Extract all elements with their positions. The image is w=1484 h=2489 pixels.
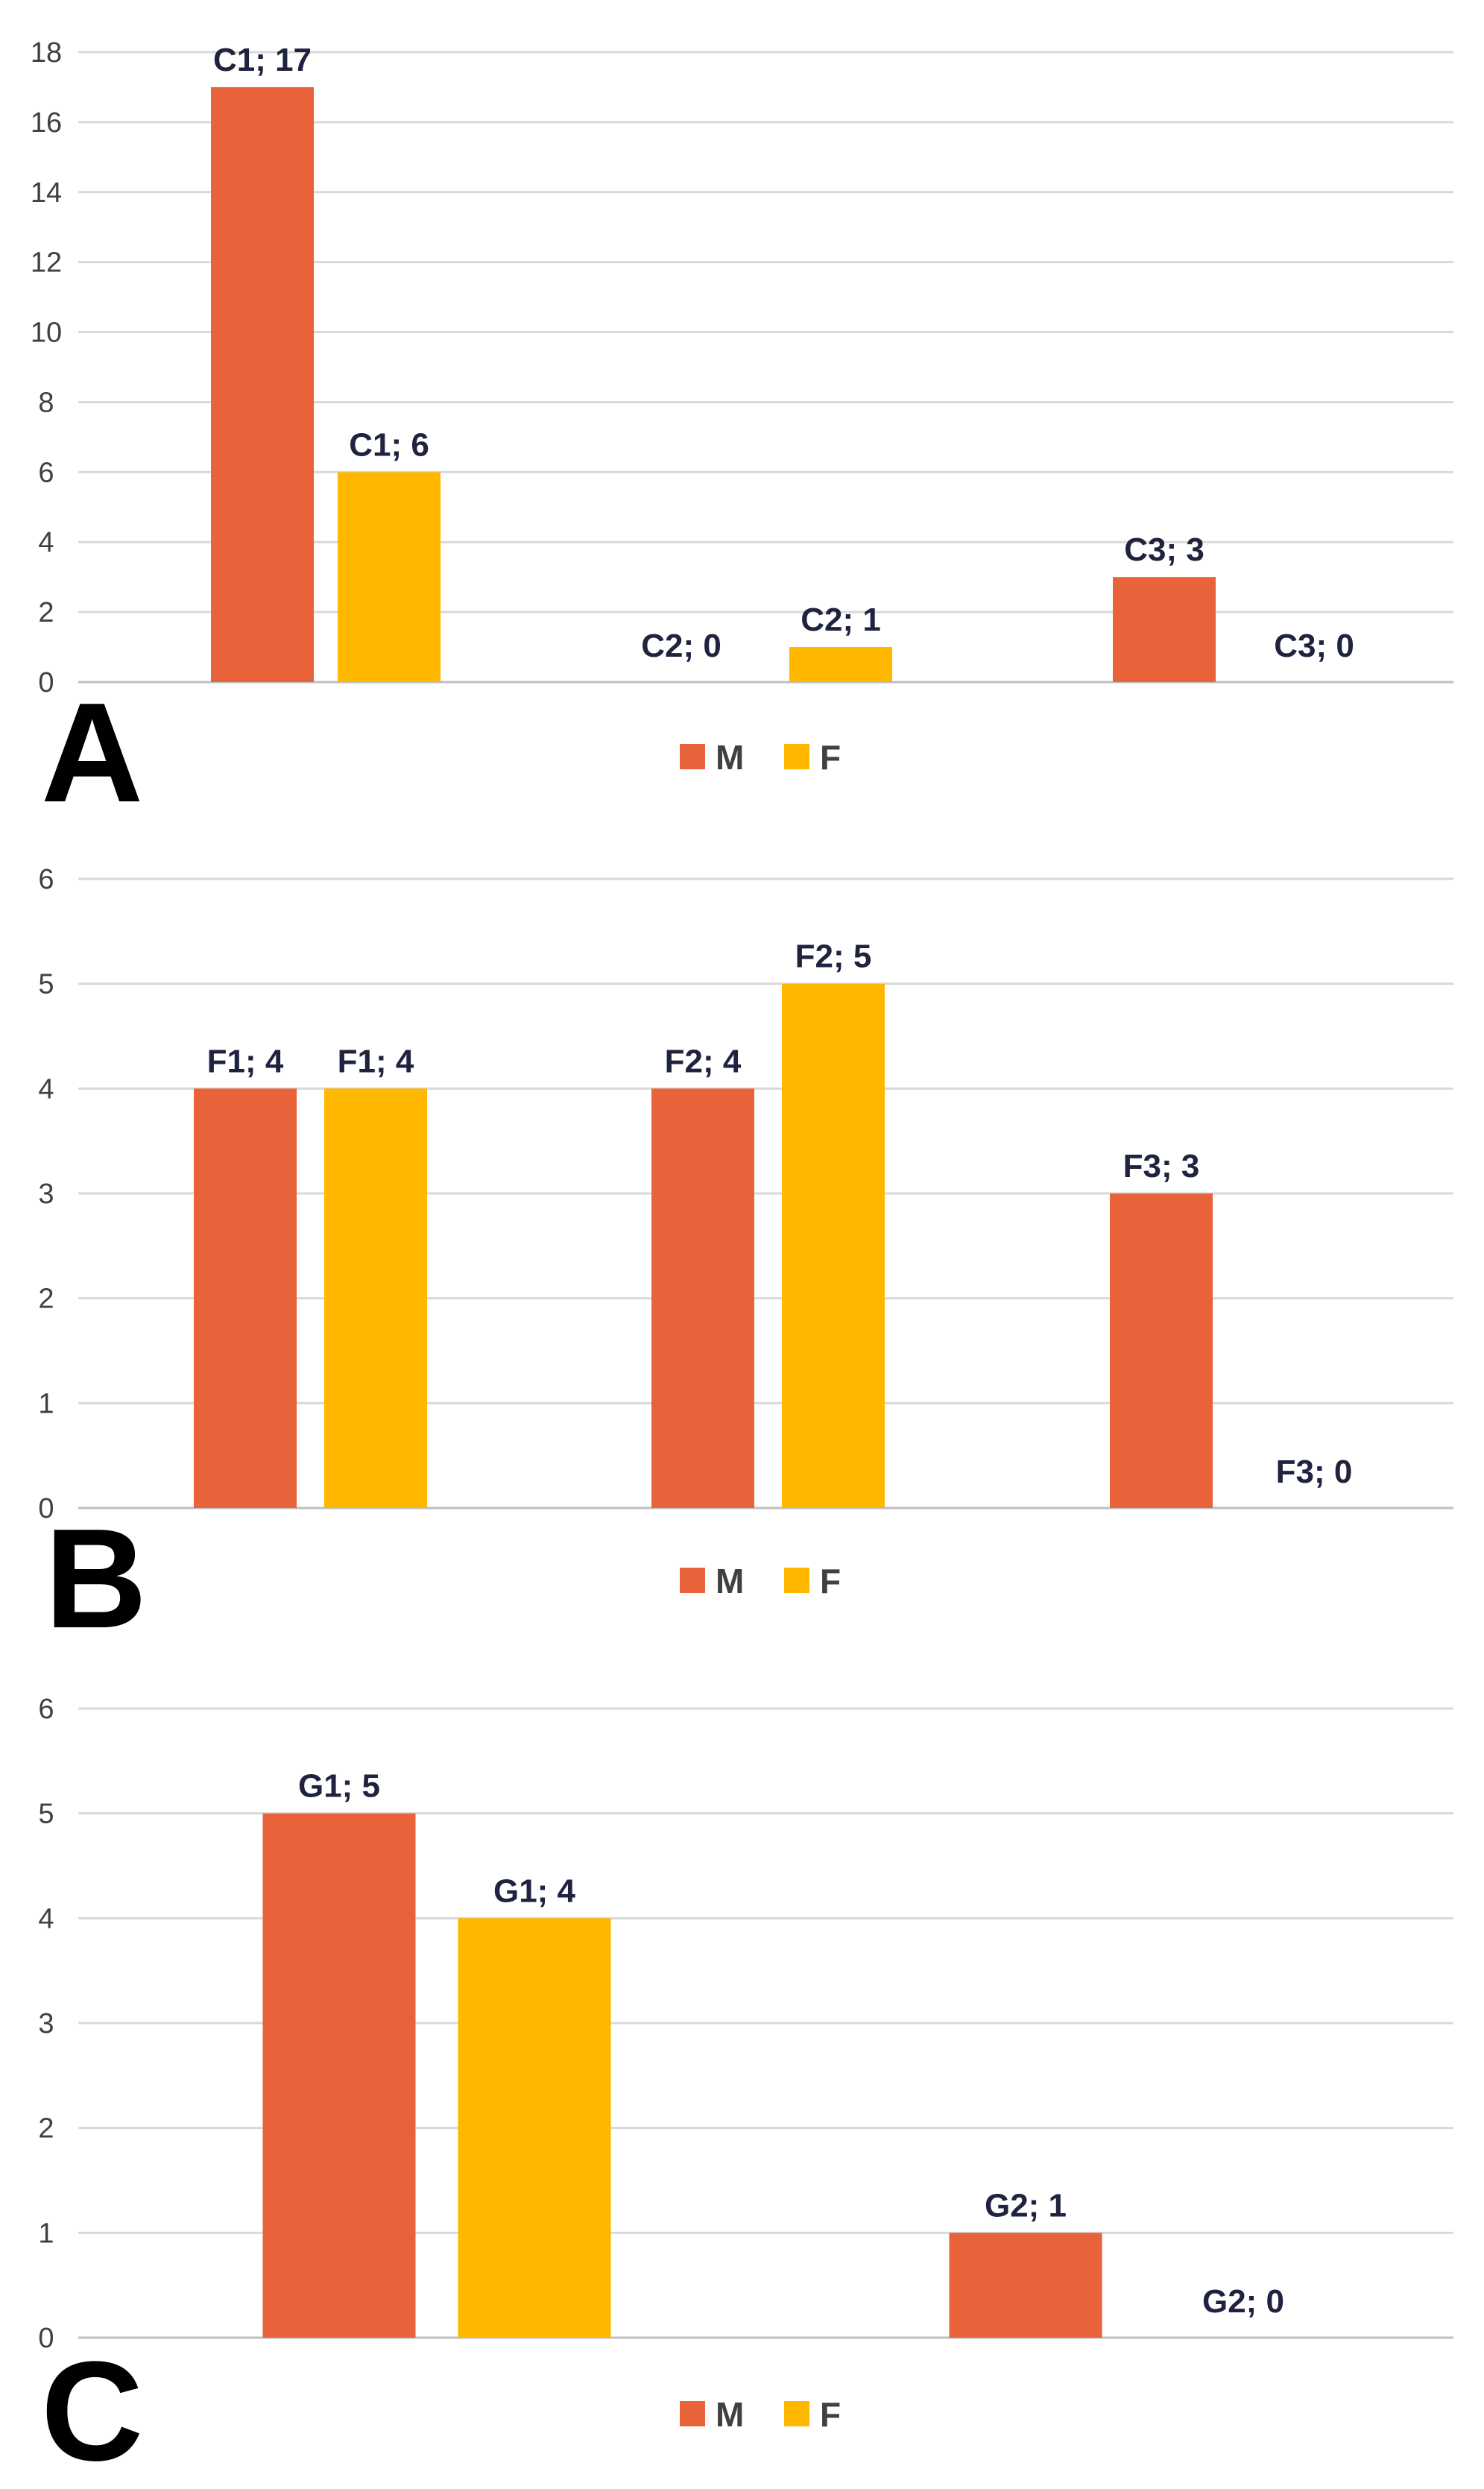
- legend-swatch-f: [784, 744, 809, 769]
- y-tick-label: 4: [38, 1073, 54, 1105]
- data-label: C1; 17: [213, 42, 312, 78]
- panel-letter: B: [45, 1500, 147, 1655]
- data-label: C3; 0: [1274, 628, 1354, 664]
- data-label: F2; 5: [795, 938, 872, 975]
- bar-m-f3: [1110, 1193, 1213, 1508]
- legend-label-f: F: [820, 2395, 841, 2434]
- legend-swatch-f: [784, 2401, 809, 2426]
- legend-label-m: M: [716, 738, 744, 777]
- y-tick-label: 18: [31, 37, 62, 69]
- data-label: G2; 1: [985, 2187, 1067, 2224]
- y-tick-label: 0: [38, 667, 54, 698]
- bar-f-c1: [338, 472, 441, 682]
- legend-label-f: F: [820, 738, 841, 777]
- bar-f-f1: [324, 1088, 427, 1508]
- data-label: C3; 3: [1124, 531, 1204, 568]
- y-tick-label: 5: [38, 969, 54, 1000]
- data-label: F3; 0: [1276, 1454, 1353, 1490]
- bar-f-g1: [458, 1918, 611, 2338]
- legend-swatch-f: [784, 1568, 809, 1593]
- y-tick-label: 12: [31, 247, 62, 279]
- legend-swatch-m: [680, 2401, 705, 2426]
- data-label: F3; 3: [1123, 1148, 1200, 1184]
- bar-chart-b: 0 1 2 3 4 5 6 F1; 4 F2; 4 F3; 3 F1; 4 F2; 5 F3; 0 M F B: [38, 864, 1453, 1655]
- y-tick-label: 14: [31, 177, 62, 209]
- legend-label-m: M: [716, 1562, 744, 1600]
- data-label: F2; 4: [665, 1043, 742, 1079]
- legend-swatch-m: [680, 1568, 705, 1593]
- data-label: F1; 4: [338, 1043, 414, 1079]
- bar-m-f1: [194, 1088, 297, 1508]
- y-tick-label: 2: [38, 2113, 54, 2145]
- bar-m-c3: [1113, 577, 1216, 682]
- data-label: C1; 6: [349, 426, 429, 463]
- y-tick-label: 2: [38, 1284, 54, 1315]
- y-tick-label: 6: [38, 457, 54, 488]
- y-tick-label: 6: [38, 1694, 54, 1725]
- bar-m-c1: [211, 86, 314, 682]
- y-tick-label: 5: [38, 1799, 54, 1830]
- bar-m-f2: [651, 1088, 754, 1508]
- data-label: F1; 4: [207, 1043, 284, 1079]
- legend-label-m: M: [716, 2395, 744, 2434]
- data-label: C2; 0: [641, 628, 722, 664]
- y-tick-label: 16: [31, 107, 62, 139]
- chart-panel-a: 0 2 4 6 8 10 12 14 16 18 C1; 17 C2; 0 C3; 3 C1; 6 C2; …: [0, 0, 1484, 827]
- panel-letter: C: [41, 2332, 143, 2489]
- y-tick-label: 3: [38, 1179, 54, 1210]
- chart-panel-c: 0 1 2 3 4 5 6 G1; 5 G2; 1 G1; 4 G2; 0 M F C: [0, 1659, 1484, 2489]
- bar-m-g2: [949, 2233, 1102, 2338]
- y-tick-label: 8: [38, 387, 54, 418]
- legend-swatch-m: [680, 744, 705, 769]
- y-tick-label: 1: [38, 1388, 54, 1419]
- data-label: G1; 4: [493, 1873, 576, 1909]
- bar-f-c2: [789, 647, 892, 682]
- y-tick-label: 6: [38, 864, 54, 895]
- bar-m-g1: [262, 1813, 416, 2338]
- bar-f-f2: [782, 983, 885, 1508]
- bar-chart-a: 0 2 4 6 8 10 12 14 16 18 C1; 17 C2; 0 C3; 3 C1; 6 C2; …: [31, 37, 1453, 827]
- y-tick-label: 1: [38, 2218, 54, 2249]
- legend-label-f: F: [820, 1562, 841, 1600]
- y-tick-label: 3: [38, 2008, 54, 2040]
- bar-chart-c: 0 1 2 3 4 5 6 G1; 5 G2; 1 G1; 4 G2; 0 M F C: [38, 1694, 1453, 2489]
- y-tick-label: 10: [31, 318, 62, 349]
- y-tick-label: 2: [38, 597, 54, 628]
- y-tick-label: 4: [38, 1903, 54, 1934]
- panel-letter: A: [41, 674, 143, 827]
- data-label: G2; 0: [1202, 2283, 1284, 2320]
- y-tick-label: 0: [38, 1493, 54, 1524]
- data-label: G1; 5: [298, 1768, 380, 1805]
- chart-panel-b: 0 1 2 3 4 5 6 F1; 4 F2; 4 F3; 3 F1; 4 F2; 5 F3; 0 M F B: [0, 831, 1484, 1655]
- y-tick-label: 0: [38, 2323, 54, 2354]
- y-tick-label: 4: [38, 527, 54, 558]
- data-label: C2; 1: [801, 602, 881, 638]
